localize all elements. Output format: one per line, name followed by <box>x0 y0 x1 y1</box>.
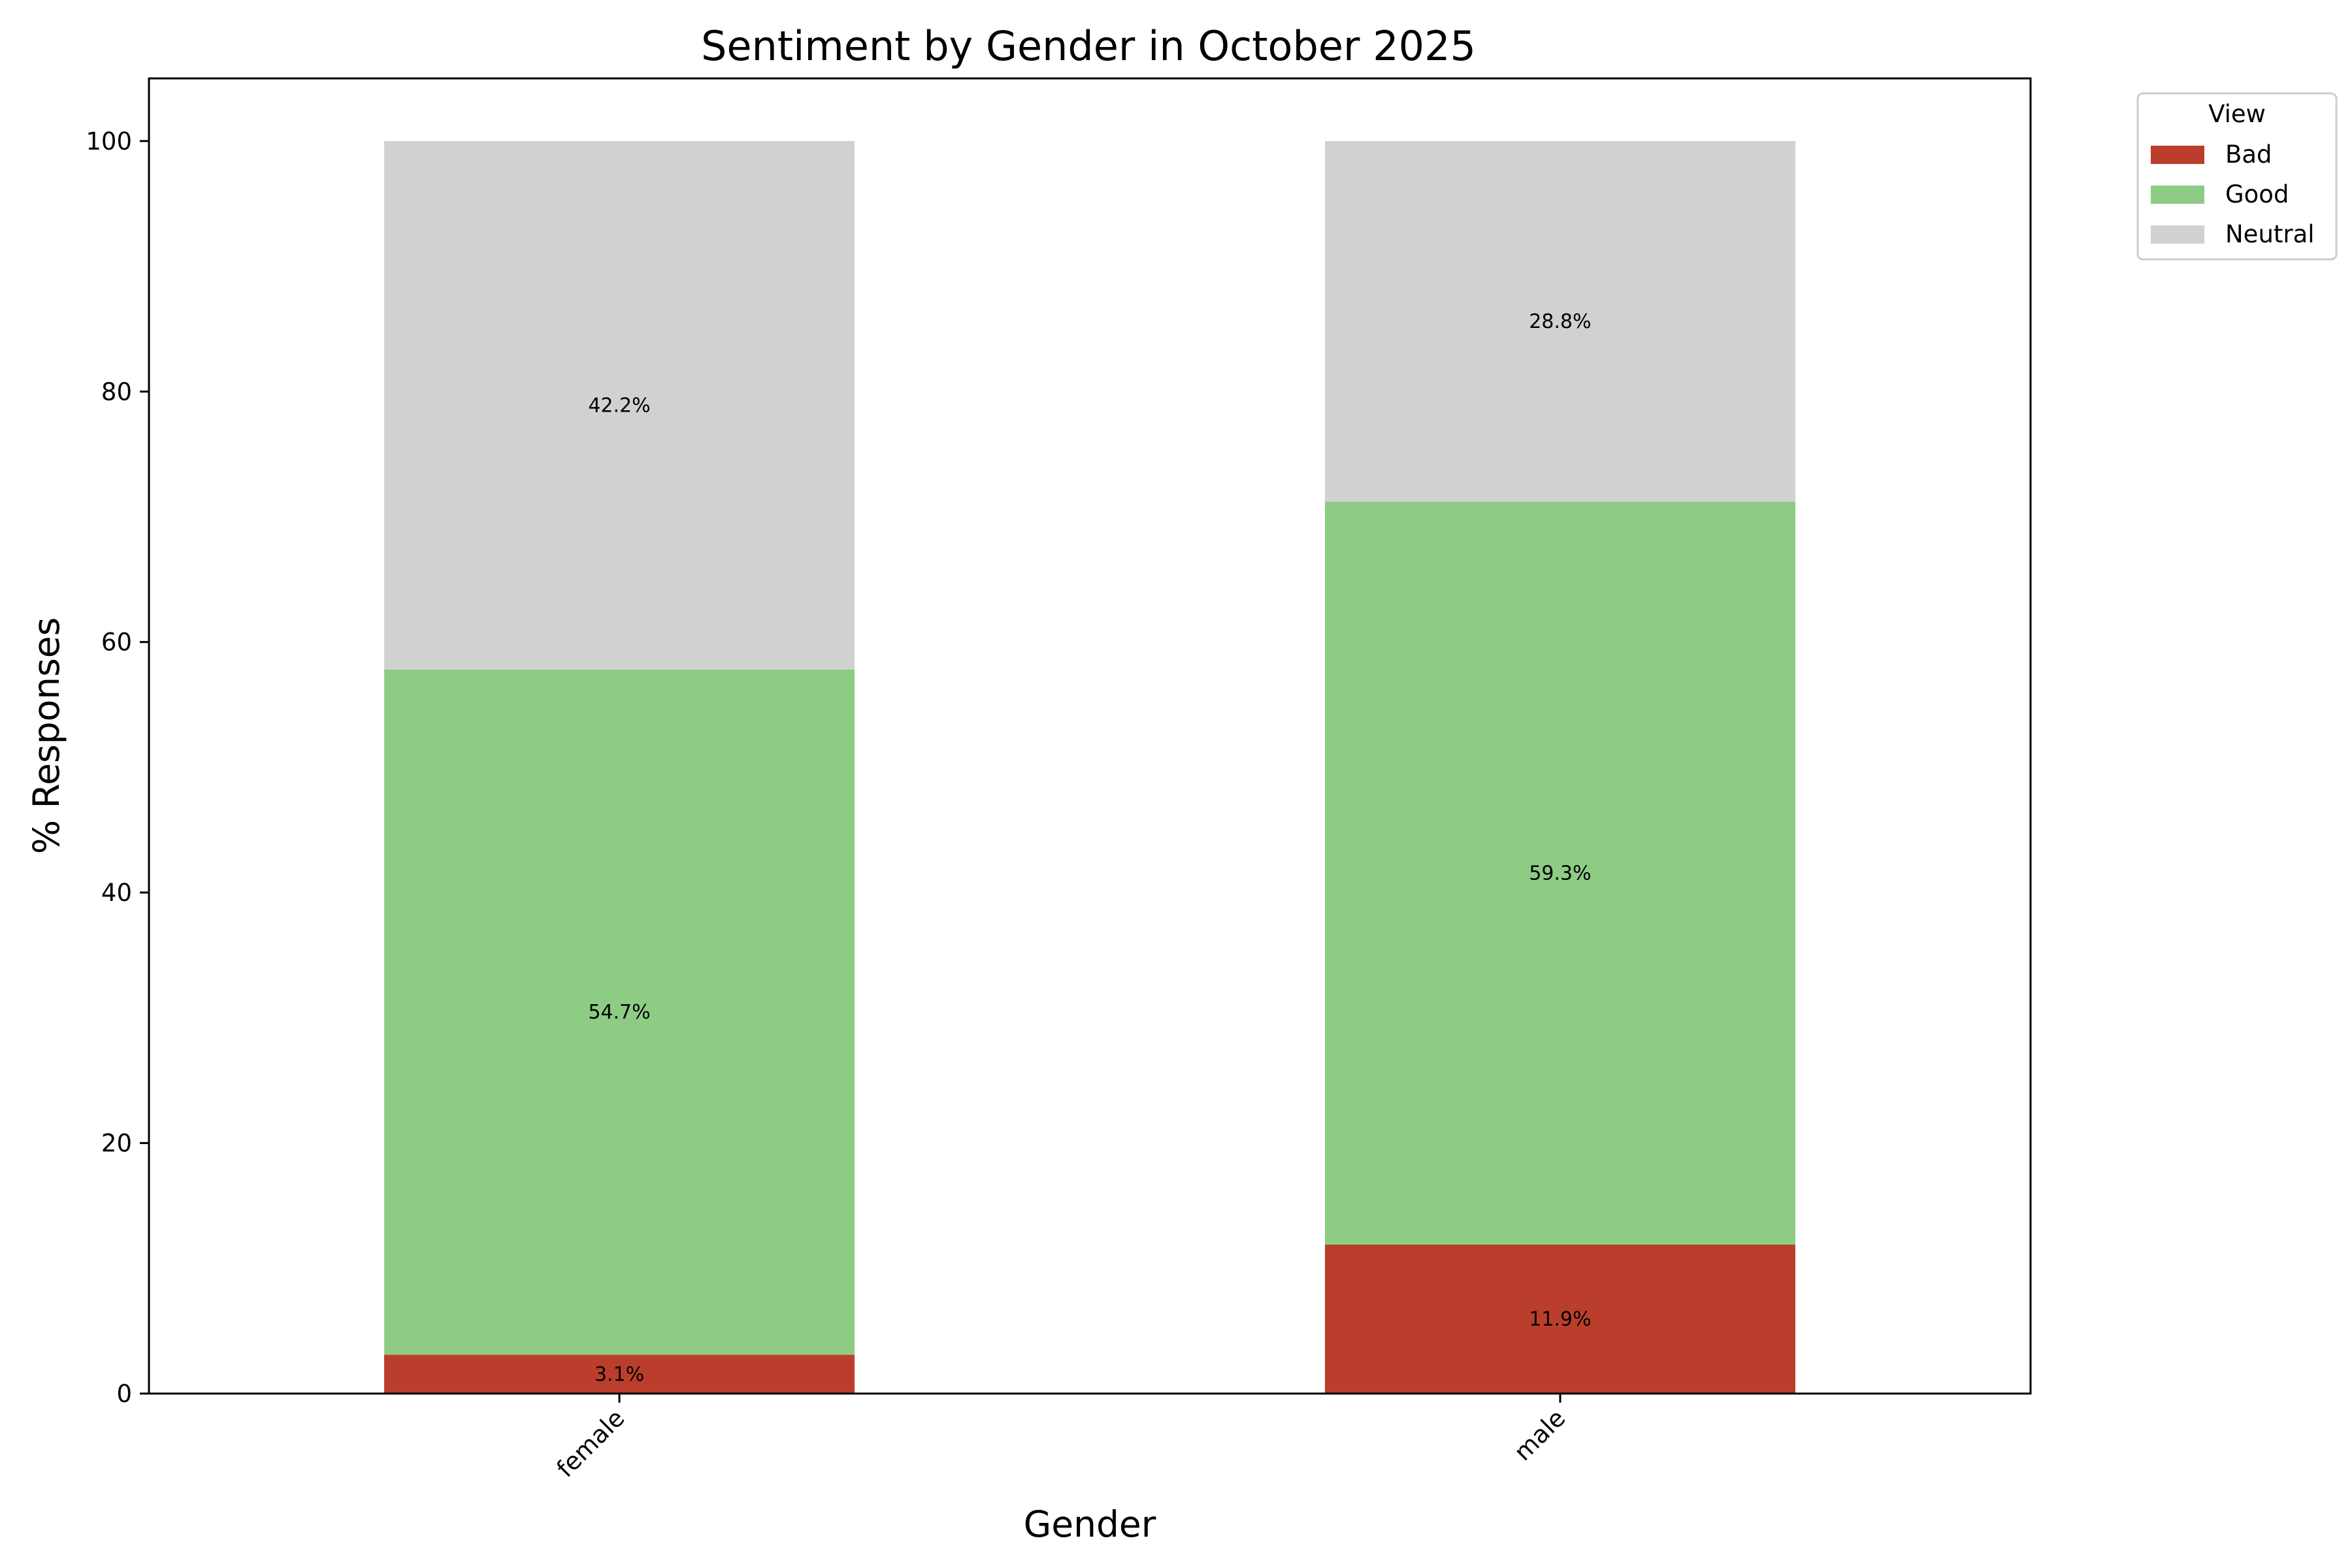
y-tick-label-0: 0 <box>116 1380 132 1408</box>
bar-female-good <box>384 669 855 1355</box>
bar-label-male-bad: 11.9% <box>1529 1308 1591 1331</box>
y-tick-label-100: 100 <box>86 127 132 155</box>
legend: View Bad Good Neutral <box>2136 92 2338 261</box>
bar-male-neutral <box>1325 140 1795 502</box>
y-tick-label-40: 40 <box>101 879 132 907</box>
bar-label-female-neutral: 42.2% <box>588 394 650 417</box>
bar-label-female-good: 54.7% <box>588 1001 650 1024</box>
bar-female-neutral <box>384 140 855 670</box>
legend-label-good: Good <box>2225 180 2289 208</box>
legend-swatch-neutral <box>2151 225 2204 244</box>
y-axis: 0 20 40 60 80 100 <box>86 127 149 1408</box>
bar-label-female-bad: 3.1% <box>595 1363 644 1386</box>
legend-swatch-bad <box>2151 146 2204 164</box>
bar-male-good <box>1325 502 1795 1245</box>
legend-label-bad: Bad <box>2225 140 2272 169</box>
plot-area: 3.1% 54.7% 42.2% 11.9% 59.3% 28.8% <box>384 140 1795 1394</box>
legend-title: View <box>2208 100 2266 128</box>
bar-female-bad <box>384 1354 855 1394</box>
y-axis-label: % Responses <box>25 617 67 855</box>
legend-swatch-good <box>2151 186 2204 204</box>
bar-male-bad <box>1325 1244 1795 1394</box>
y-tick-label-20: 20 <box>101 1130 132 1158</box>
plot-frame <box>148 77 2032 1395</box>
legend-box <box>2136 92 2338 261</box>
y-tick-label-80: 80 <box>101 378 132 406</box>
bar-label-male-good: 59.3% <box>1529 862 1591 885</box>
y-tick-label-60: 60 <box>101 629 132 657</box>
chart-title: Sentiment by Gender in October 2025 <box>701 22 1476 70</box>
bar-label-male-neutral: 28.8% <box>1529 310 1591 333</box>
x-axis-label: Gender <box>1024 1503 1156 1545</box>
legend-label-neutral: Neutral <box>2225 220 2315 248</box>
